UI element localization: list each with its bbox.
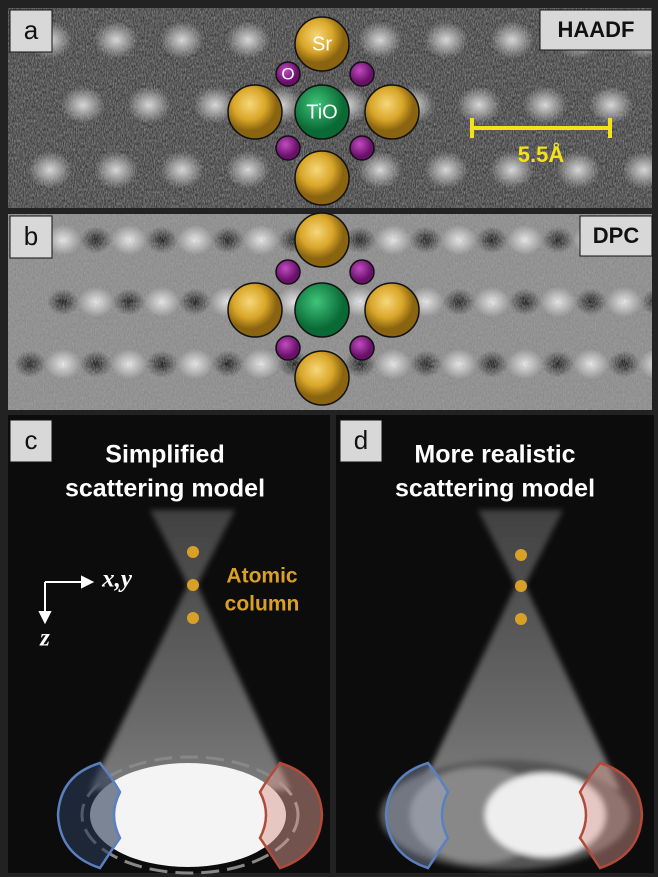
scattered-disc <box>90 763 286 867</box>
panel-label: d <box>354 425 368 455</box>
sr-atom <box>365 283 419 337</box>
o-atom <box>276 336 300 360</box>
sr-atom <box>295 151 349 205</box>
panel-label: c <box>25 425 38 455</box>
panel-heading: scattering model <box>395 475 595 503</box>
annotation: column <box>225 593 300 616</box>
panel-heading: scattering model <box>65 475 265 503</box>
axis-label: x,y <box>101 566 133 593</box>
sr-atom <box>228 85 282 139</box>
atom-dot <box>515 613 527 625</box>
o-atom <box>350 260 374 284</box>
sr-atom <box>295 213 349 267</box>
o-atom <box>350 62 374 86</box>
panel-label: a <box>24 15 39 45</box>
sr-atom <box>228 283 282 337</box>
tio-label: TiO <box>306 101 337 123</box>
sr-label: Sr <box>312 33 332 55</box>
atom-dot <box>187 579 199 591</box>
panel-title: HAADF <box>558 17 635 42</box>
scale-label: 5.5Å <box>518 141 565 167</box>
tio-atom <box>295 283 349 337</box>
sr-atom <box>295 351 349 405</box>
o-atom <box>276 136 300 160</box>
o-label: O <box>281 64 294 83</box>
panel-label: b <box>24 221 38 251</box>
panel-heading: More realistic <box>414 441 575 469</box>
axis-label: z <box>39 625 50 652</box>
atom-dot <box>187 612 199 624</box>
figure: Sr O TiO 5.5Å a HAADF b DPC c d Simplifi… <box>0 0 658 877</box>
o-atom <box>350 336 374 360</box>
panel-title: DPC <box>593 223 640 248</box>
atom-dot <box>515 549 527 561</box>
panel-heading: Simplified <box>105 441 224 469</box>
atom-dot <box>187 546 199 558</box>
annotation: Atomic <box>226 565 297 588</box>
atom-dot <box>515 580 527 592</box>
sr-atom <box>365 85 419 139</box>
o-atom <box>276 260 300 284</box>
o-atom <box>350 136 374 160</box>
